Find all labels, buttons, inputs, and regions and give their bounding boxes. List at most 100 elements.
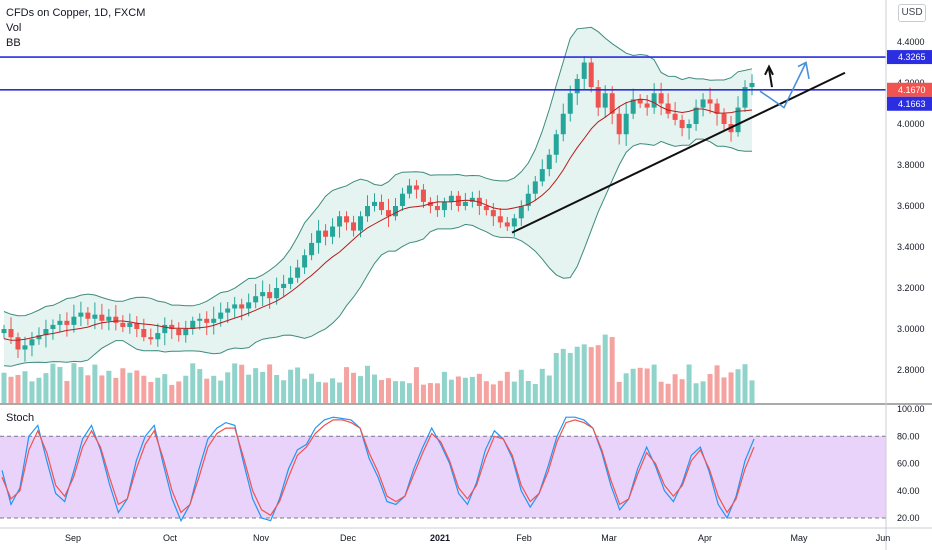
volume-bar	[302, 378, 308, 403]
price-tick-label: 3.6000	[897, 201, 925, 211]
volume-bar	[134, 370, 140, 403]
time-axis-ticks: Sep Oct Nov Dec 2021 Feb Mar Apr May Jun	[65, 533, 890, 543]
projection-arrowhead	[797, 61, 810, 80]
candle-body	[539, 169, 545, 182]
volume-bar	[539, 368, 545, 403]
stoch-tick-label: 40.00	[897, 486, 920, 496]
up-arrow-shaft	[768, 68, 773, 88]
stoch-tick-label: 100.00	[897, 404, 925, 414]
volume-bar	[581, 344, 587, 403]
volume-bar	[602, 334, 608, 403]
candle-body	[385, 210, 391, 217]
horizontal-levels[interactable]	[0, 56, 886, 91]
candle-body	[141, 329, 147, 338]
volume-bar	[344, 367, 350, 403]
volume-bar	[120, 368, 126, 403]
candle-body	[623, 113, 629, 135]
stoch-indicator-label[interactable]: Stoch	[6, 412, 35, 424]
volume-bar	[721, 377, 727, 403]
legend: CFDs on Copper, 1D, FXCM Vol BB	[6, 6, 145, 51]
time-tick-label: May	[790, 533, 808, 543]
candle-body	[92, 314, 98, 319]
candle-body	[365, 206, 371, 217]
candle-body	[735, 107, 741, 133]
volume-bar	[330, 378, 336, 403]
candle-body	[392, 206, 398, 217]
vol-indicator-label[interactable]: Vol	[6, 22, 22, 34]
volume-bar	[260, 371, 266, 403]
volume-bar	[246, 374, 252, 403]
bb-indicator-label[interactable]: BB	[6, 37, 21, 49]
candle-body	[504, 222, 510, 227]
candle-body	[260, 292, 266, 297]
volume-bar	[567, 352, 573, 403]
candle-body	[406, 185, 412, 194]
candle-body	[148, 337, 154, 340]
candle-body	[700, 99, 706, 108]
bollinger-upper-line	[3, 26, 753, 317]
stoch-tick-label: 80.00	[897, 431, 920, 441]
candle-body	[679, 119, 685, 129]
candle-body	[267, 292, 273, 299]
candle-body	[588, 62, 594, 88]
price-tick-label: 4.4000	[897, 37, 925, 47]
candle-body	[372, 201, 378, 206]
time-tick-label: Dec	[340, 533, 357, 543]
candle-body	[351, 222, 357, 231]
time-tick-label: Apr	[698, 533, 712, 543]
time-tick-label: Mar	[601, 533, 617, 543]
candle-body	[309, 242, 315, 256]
candle-body	[183, 329, 189, 336]
volume-bar	[190, 363, 196, 403]
candle-body	[253, 296, 259, 303]
price-tick-label: 2.8000	[897, 365, 925, 375]
candle-body	[43, 329, 49, 336]
drawings[interactable]	[511, 61, 846, 234]
candle-body	[99, 314, 105, 321]
volume-bar	[225, 372, 231, 403]
candle-body	[665, 103, 671, 114]
candle-body	[413, 185, 419, 190]
candle-body	[714, 103, 720, 114]
volume-bar	[274, 375, 280, 403]
volume-bar	[406, 383, 412, 403]
volume-bar	[57, 366, 63, 403]
volume-bar	[476, 373, 482, 403]
projection-path	[759, 62, 807, 109]
volume-bar	[148, 382, 154, 403]
currency-button[interactable]: USD	[898, 4, 926, 22]
volume-bar	[351, 372, 357, 403]
candle-body	[672, 113, 678, 120]
candle-body	[22, 345, 28, 350]
volume-bar	[441, 371, 447, 403]
volume-bar	[504, 371, 510, 403]
candle-body	[721, 113, 727, 124]
candle-body	[316, 230, 322, 243]
candle-body	[239, 304, 245, 309]
candle-body	[78, 312, 84, 317]
candle-body	[441, 201, 447, 211]
volume-bar	[623, 373, 629, 403]
candle-body	[232, 304, 238, 309]
volume-bar	[665, 383, 671, 403]
candle-body	[71, 316, 77, 325]
volume-bar	[644, 368, 650, 403]
volume-bar	[609, 337, 615, 403]
volume-bar	[658, 381, 664, 403]
volume-bar	[218, 380, 224, 403]
volume-bar	[616, 381, 622, 403]
volume-bar	[337, 382, 343, 403]
candle-body	[532, 181, 538, 194]
volume-bar	[588, 347, 594, 403]
candle-body	[246, 302, 252, 309]
candle-body	[323, 230, 329, 237]
volume-bar	[427, 383, 433, 403]
volume-bar	[497, 380, 503, 403]
volume-bar	[532, 384, 538, 403]
time-tick-label: Jun	[876, 533, 891, 543]
volume-bar	[85, 375, 91, 403]
volume-bar	[197, 369, 203, 403]
volume-bar	[595, 345, 601, 403]
volume-bar	[372, 374, 378, 403]
candle-body	[490, 210, 496, 217]
